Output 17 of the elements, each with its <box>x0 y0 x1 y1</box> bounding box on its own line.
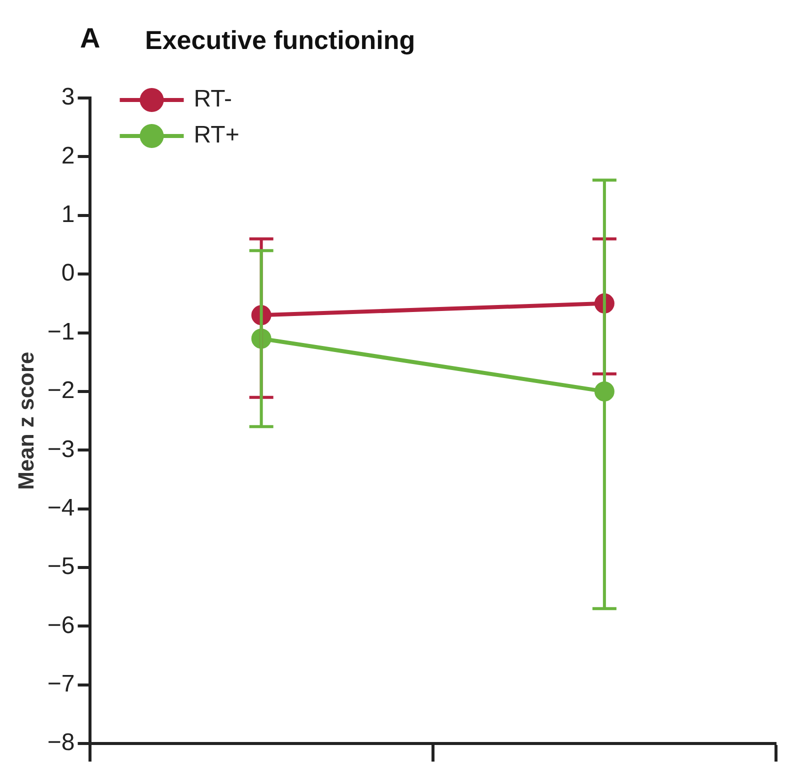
chart-title: Executive functioning <box>145 25 416 56</box>
y-tick-label: 1 <box>61 201 75 228</box>
y-tick-label: 0 <box>61 260 75 287</box>
y-tick-label: −7 <box>47 670 75 698</box>
y-tick-label: −4 <box>47 494 75 522</box>
legend-label: RT+ <box>194 122 240 149</box>
y-tick-label: −5 <box>47 553 75 580</box>
y-tick-label: −8 <box>47 729 75 756</box>
y-tick-label: −2 <box>47 377 75 404</box>
text: A <box>80 22 100 54</box>
y-tick-label: −3 <box>47 436 75 463</box>
y-tick-label: −6 <box>47 612 75 639</box>
y-tick-label: 3 <box>61 84 75 111</box>
y-axis-title: Mean z score <box>13 352 38 490</box>
y-tick-label: −1 <box>47 318 75 346</box>
legend-label: RT- <box>194 86 232 113</box>
y-tick-label: 2 <box>61 142 75 170</box>
